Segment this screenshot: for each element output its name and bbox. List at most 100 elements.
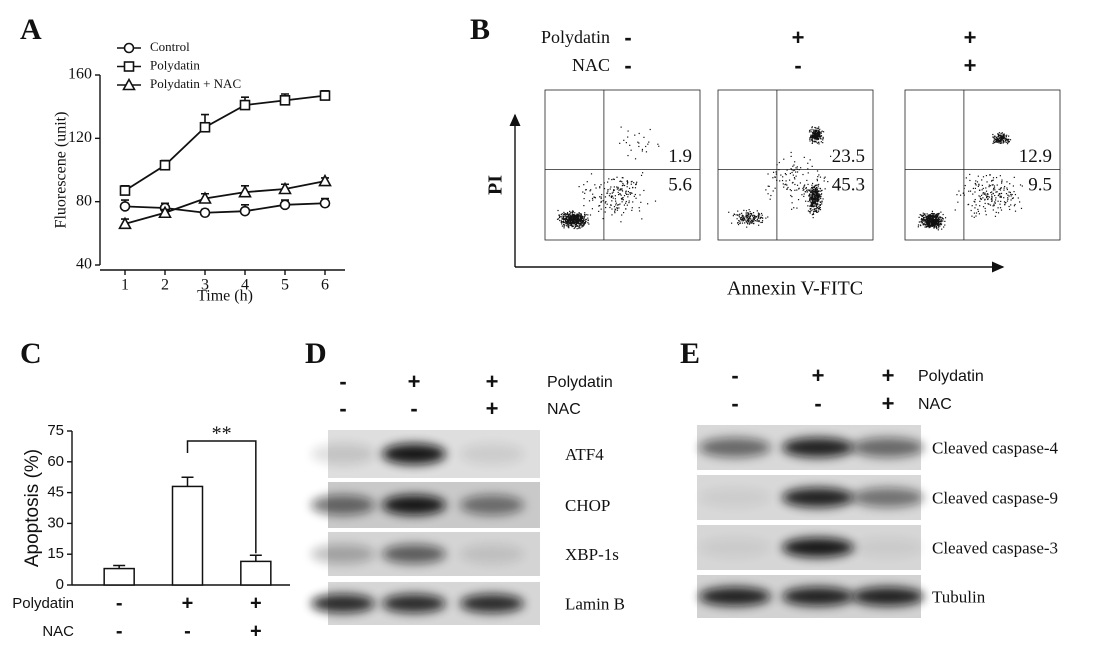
event-dot <box>783 186 785 188</box>
event-dot <box>992 205 994 207</box>
event-dot <box>638 210 641 212</box>
event-dot <box>997 212 1000 214</box>
treatment-sign: - <box>184 620 191 642</box>
event-dot <box>924 219 926 222</box>
event-dot <box>811 189 814 192</box>
event-dot <box>938 227 940 229</box>
event-dot <box>774 187 776 189</box>
y-tick-label: 15 <box>47 545 64 562</box>
event-dot <box>769 198 771 200</box>
event-dot <box>1000 139 1002 141</box>
event-dot <box>617 186 619 189</box>
event-dot <box>599 205 601 207</box>
event-dot <box>757 214 760 216</box>
event-dot <box>999 193 1001 195</box>
treatment-sign: - <box>116 592 123 614</box>
event-dot <box>813 202 815 204</box>
event-dot <box>1007 141 1009 143</box>
event-dot <box>581 222 583 224</box>
event-dot <box>570 225 573 227</box>
event-dot <box>922 224 924 226</box>
event-dot <box>802 187 804 189</box>
event-dot <box>974 191 976 193</box>
event-dot <box>819 136 821 138</box>
event-dot <box>932 220 934 222</box>
event-dot <box>992 133 994 136</box>
event-dot <box>969 179 971 182</box>
event-dot <box>752 217 755 219</box>
event-dot <box>972 193 974 195</box>
event-dot <box>626 204 628 206</box>
event-dot <box>984 207 986 210</box>
event-dot <box>976 181 979 183</box>
event-dot <box>569 219 571 221</box>
event-dot <box>924 223 926 225</box>
event-dot <box>735 214 737 216</box>
event-dot <box>571 226 573 228</box>
event-dot <box>758 224 760 226</box>
event-dot <box>818 143 820 145</box>
event-dot <box>571 222 574 224</box>
event-dot <box>595 187 597 189</box>
plot-frame <box>904 89 1061 241</box>
event-dot <box>817 198 820 200</box>
event-dot <box>920 218 923 220</box>
event-dot <box>755 216 757 218</box>
event-dot <box>997 200 999 202</box>
event-dot <box>578 224 580 226</box>
event-dot <box>568 218 570 220</box>
event-dot <box>1001 137 1004 139</box>
event-dot <box>815 135 817 137</box>
event-dot <box>1000 142 1002 144</box>
event-dot <box>814 199 816 201</box>
event-dot <box>816 136 819 139</box>
event-dot <box>942 220 944 222</box>
event-dot <box>813 190 816 193</box>
event-dot <box>817 190 819 192</box>
event-dot <box>571 211 574 213</box>
event-dot <box>813 209 816 211</box>
event-dot <box>809 201 811 203</box>
event-dot <box>563 216 565 218</box>
event-dot <box>998 134 1000 136</box>
event-dot <box>649 128 651 131</box>
event-dot <box>793 207 795 209</box>
event-dot <box>604 211 606 213</box>
event-dot <box>929 226 932 228</box>
event-dot <box>941 217 943 219</box>
error-bar <box>249 554 262 562</box>
event-dot <box>810 191 813 193</box>
event-dot <box>811 186 813 189</box>
event-dot <box>816 131 819 134</box>
blot-label: Cleaved caspase-9 <box>932 488 1058 507</box>
event-dot <box>604 202 607 204</box>
event-dot <box>933 223 935 225</box>
event-dot <box>818 207 821 209</box>
event-dot <box>925 216 928 219</box>
event-dot <box>820 194 822 196</box>
event-dot <box>1004 139 1006 141</box>
event-dot <box>562 221 565 223</box>
event-dot <box>1012 185 1015 187</box>
event-dot <box>571 216 573 218</box>
event-dot <box>982 193 984 195</box>
event-dot <box>563 218 566 220</box>
event-dot <box>822 139 824 141</box>
event-dot <box>810 194 813 196</box>
row-label: NAC <box>547 401 581 418</box>
event-dot <box>817 197 819 199</box>
event-dot <box>819 194 821 196</box>
event-dot <box>810 134 812 136</box>
event-dot <box>568 217 570 219</box>
event-dot <box>767 173 769 175</box>
event-dot <box>606 203 608 205</box>
event-dot <box>815 194 817 196</box>
event-dot <box>746 221 748 224</box>
event-dot <box>569 222 572 224</box>
event-dot <box>931 216 933 218</box>
event-dot <box>587 222 589 224</box>
event-dot <box>794 189 796 191</box>
event-dot <box>964 184 966 187</box>
event-dot <box>930 214 932 217</box>
